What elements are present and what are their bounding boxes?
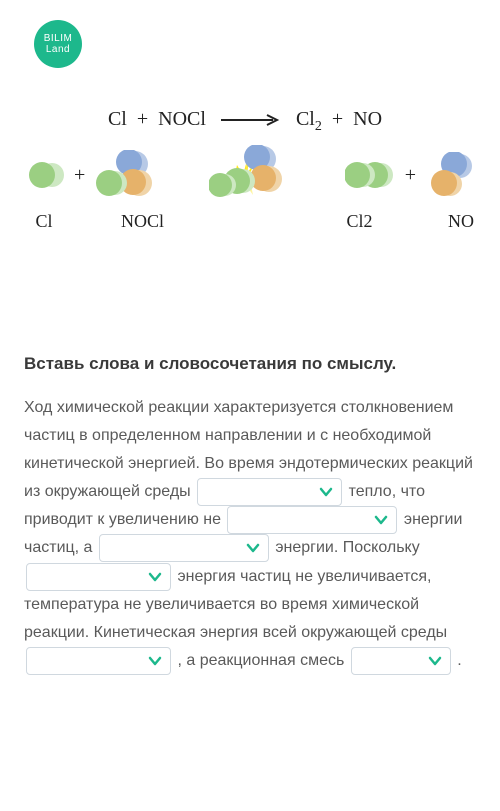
dropdown-5[interactable] <box>26 647 171 675</box>
body-text: , а реакционная смесь <box>177 652 348 669</box>
body-text: энергии. Поскольку <box>275 540 419 557</box>
label-nocl: NOCl <box>114 211 172 232</box>
bilim-land-logo: BILIM Land <box>34 20 82 68</box>
molecule-labels-row: Cl NOCl Cl2 NO <box>24 211 476 232</box>
eq-rhs1: Cl <box>296 108 315 130</box>
chemical-equation: Cl + NOCl Cl2 + NO <box>14 108 476 135</box>
body-text: . <box>457 652 461 669</box>
no-molecule-icon <box>426 152 474 198</box>
chevron-down-icon <box>148 570 162 584</box>
label-cl2: Cl2 <box>335 211 385 232</box>
chevron-down-icon <box>246 541 260 555</box>
reaction-arrow-icon <box>221 114 281 126</box>
molecule-diagram-row: + + <box>24 145 476 205</box>
dropdown-2[interactable] <box>227 506 397 534</box>
chevron-down-icon <box>319 485 333 499</box>
label-cl: Cl <box>26 211 62 232</box>
dropdown-3[interactable] <box>99 534 269 562</box>
chevron-down-icon <box>428 654 442 668</box>
label-no: NO <box>426 211 474 232</box>
eq-rhs2: NO <box>353 108 382 130</box>
cl-atom-icon <box>26 156 64 194</box>
question-body: Ход химической реакции характеризуется с… <box>24 394 476 675</box>
chevron-down-icon <box>148 654 162 668</box>
eq-lhs2: NOCl <box>158 108 206 130</box>
cl-atom-group: + <box>26 150 153 200</box>
transition-state-icon <box>209 145 289 205</box>
chevron-down-icon <box>374 513 388 527</box>
logo-line2: Land <box>44 44 73 55</box>
question-block: Вставь слова и словосочетания по смыслу.… <box>24 352 476 675</box>
eq-lhs1: Cl <box>108 108 127 130</box>
dropdown-6[interactable] <box>351 647 451 675</box>
cl2-molecule-icon <box>345 156 395 194</box>
nocl-molecule-icon <box>95 150 153 200</box>
question-title: Вставь слова и словосочетания по смыслу. <box>24 352 476 376</box>
plus-sign: + <box>405 164 416 187</box>
dropdown-1[interactable] <box>197 478 342 506</box>
eq-rhs1-sub: 2 <box>315 119 322 134</box>
logo-line1: BILIM <box>44 33 73 44</box>
products-group: + <box>345 152 474 198</box>
dropdown-4[interactable] <box>26 563 171 591</box>
plus-sign: + <box>74 164 85 187</box>
